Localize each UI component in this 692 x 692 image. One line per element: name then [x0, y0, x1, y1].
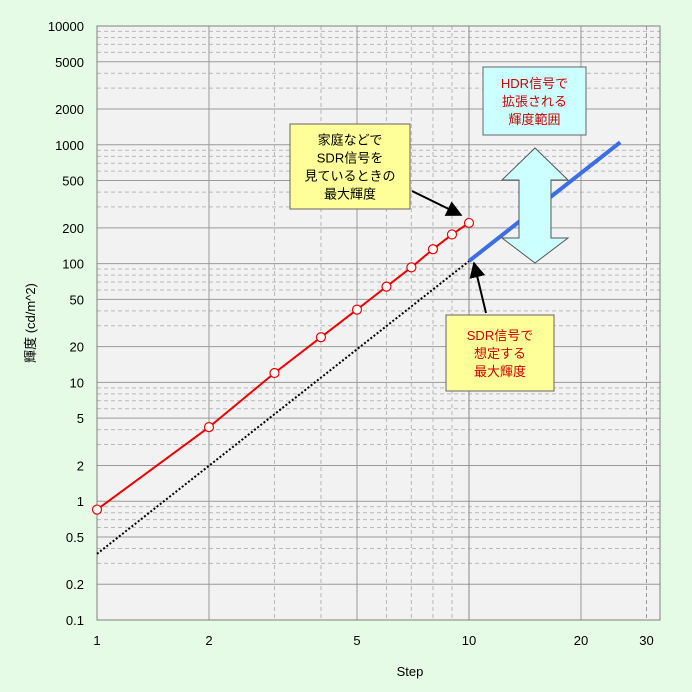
- callout-text: 最大輝度: [324, 187, 376, 202]
- x-tick-label: 10: [462, 633, 476, 648]
- data-point: [427, 244, 439, 255]
- plot-border: [96, 25, 661, 621]
- data-point: [203, 422, 215, 433]
- x-tick-label: 30: [639, 633, 653, 648]
- x-tick-label: 2: [205, 633, 212, 648]
- y-tick-label: 10: [70, 375, 84, 390]
- callout-arrow: [469, 261, 487, 314]
- annotations-layer: 家庭などでSDR信号を見ているときの最大輝度SDR信号で想定する最大輝度HDR信…: [289, 66, 587, 392]
- y-tick-label: 50: [70, 292, 84, 307]
- y-tick-label: 10000: [48, 19, 84, 34]
- data-point: [446, 229, 458, 240]
- y-axis-label: 輝度 (cd/m^2): [23, 283, 38, 363]
- data-point: [406, 262, 417, 273]
- callout-text: HDR信号で: [501, 76, 568, 91]
- y-tick-label: 200: [62, 221, 84, 236]
- data-point: [381, 281, 392, 292]
- y-tick-label: 0.1: [66, 613, 84, 628]
- x-tick-label: 20: [574, 633, 588, 648]
- y-tick-label: 5: [77, 411, 84, 426]
- callout-box: [289, 123, 411, 210]
- callout-text: 見ているときの: [304, 169, 395, 184]
- series-sdr-reference-line: [96, 260, 470, 555]
- callout-text: 家庭などで: [318, 133, 383, 148]
- series-home-line: [96, 222, 470, 511]
- data-point: [351, 304, 363, 315]
- y-tick-label: 0.2: [66, 577, 84, 592]
- x-tick-label: 1: [93, 633, 100, 648]
- x-tick-label: 5: [353, 633, 360, 648]
- callout-text: SDR信号で: [467, 328, 533, 343]
- y-tick-label: 20: [70, 340, 84, 355]
- hdr-range-double-arrow: [500, 147, 570, 264]
- callout-box: [482, 66, 587, 136]
- x-axis-label: Step: [397, 664, 424, 679]
- y-tick-label: 500: [62, 174, 84, 189]
- callout-text: 拡張される: [502, 94, 567, 109]
- grid: [96, 26, 660, 621]
- y-tick-label: 2000: [55, 102, 84, 117]
- callout-box: [445, 314, 555, 392]
- data-point: [269, 367, 280, 379]
- data-point: [463, 217, 475, 229]
- y-axis-ticks: 0.1 0.2 0.5 1 2 5 10 20 50 100 200 500 1000 2000 5000 1…: [48, 19, 84, 628]
- y-tick-label: 1: [77, 494, 84, 509]
- y-tick-label: 100: [62, 257, 84, 272]
- y-tick-label: 2: [77, 458, 84, 473]
- callout-text: 輝度範囲: [508, 112, 560, 127]
- y-tick-label: 0.5: [66, 530, 84, 545]
- callout-text: 最大輝度: [474, 364, 526, 379]
- y-tick-label: 5000: [55, 55, 84, 70]
- callout-text: SDR信号を: [317, 151, 383, 166]
- y-tick-label: 1000: [55, 138, 84, 153]
- data-point: [91, 504, 103, 515]
- data-point: [315, 332, 327, 343]
- x-axis-ticks: 1 2 5 10 20 30: [93, 633, 653, 648]
- callout-arrow: [411, 190, 463, 216]
- callout-text: 想定する: [474, 346, 526, 361]
